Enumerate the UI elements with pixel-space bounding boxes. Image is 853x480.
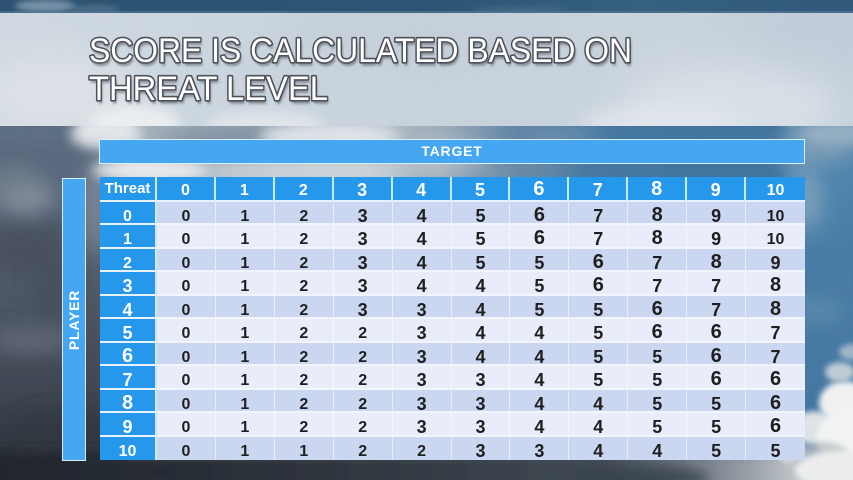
svg-text:THREAT LEVEL: THREAT LEVEL — [89, 70, 328, 108]
svg-text:SCORE IS CALCULATED BASED ON: SCORE IS CALCULATED BASED ON — [89, 32, 632, 70]
svg-text:THREAT LEVEL: THREAT LEVEL — [91, 74, 330, 112]
svg-text:SCORE IS CALCULATED BASED ON: SCORE IS CALCULATED BASED ON — [91, 35, 634, 73]
